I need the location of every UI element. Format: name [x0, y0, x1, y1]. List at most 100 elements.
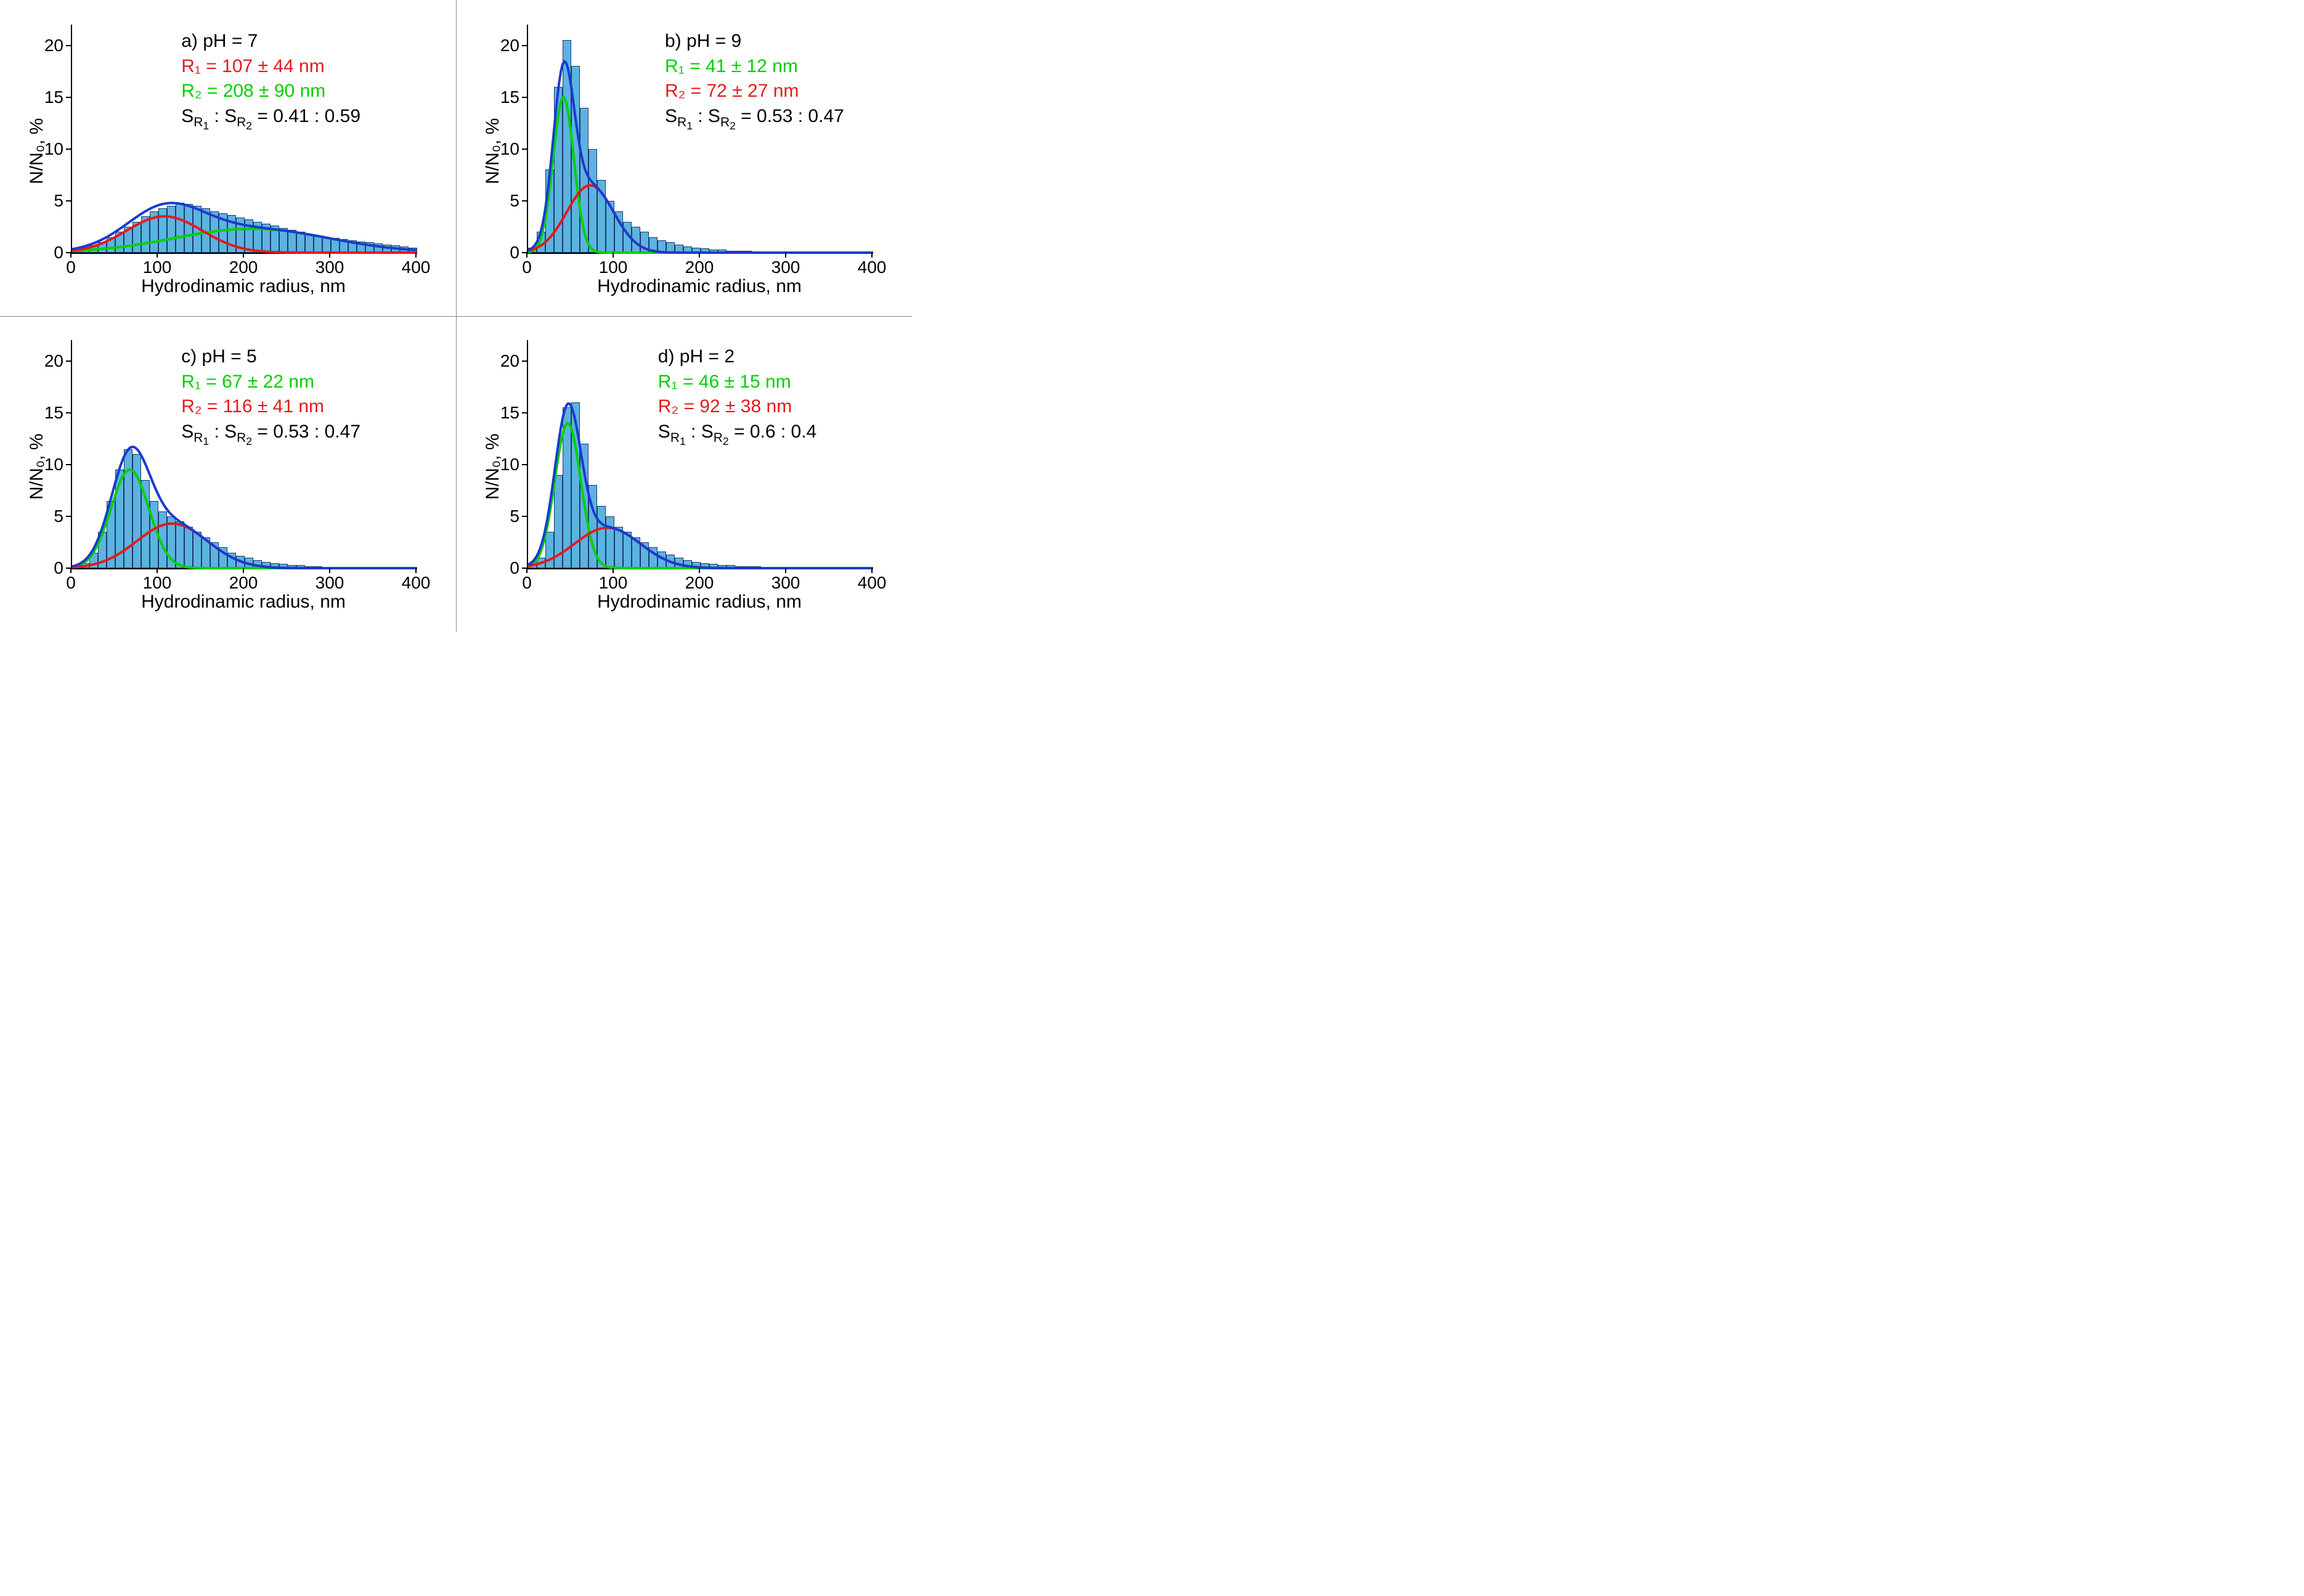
x-tick-label: 200	[681, 258, 718, 277]
y-tick	[66, 412, 71, 413]
anno-r1: R₁ = 107 ± 44 nm	[181, 56, 325, 77]
histogram-bar	[158, 511, 167, 569]
histogram-bar	[124, 449, 132, 568]
histogram-bar	[115, 470, 124, 568]
histogram-bar	[588, 149, 597, 253]
y-axis-title: N/N₀, %	[26, 434, 47, 500]
histogram-bar	[718, 250, 727, 253]
histogram-bar	[322, 237, 331, 253]
histogram-bar	[201, 208, 210, 253]
histogram-bar	[632, 227, 640, 253]
y-tick	[522, 97, 527, 98]
y-tick	[522, 412, 527, 413]
histogram-bar	[761, 567, 770, 568]
x-tick	[415, 568, 417, 573]
x-tick-label: 0	[52, 258, 89, 277]
histogram-bar	[201, 537, 210, 568]
histogram-bar	[245, 219, 253, 253]
histogram-bar	[563, 40, 571, 253]
histogram-bar	[649, 237, 657, 253]
histogram-bar	[279, 228, 288, 253]
figure-root: 051015200100200300400N/N₀, %Hydrodinamic…	[0, 0, 912, 632]
histogram-bar	[365, 242, 374, 253]
x-tick-label: 400	[853, 258, 890, 277]
histogram-bar	[158, 208, 167, 253]
panel-d: 051015200100200300400N/N₀, %Hydrodinamic…	[456, 316, 912, 631]
x-tick-label: 100	[595, 573, 632, 593]
y-axis-title: N/N₀, %	[26, 118, 47, 184]
anno-ratio: SR1 : SR2 = 0.53 : 0.47	[181, 421, 360, 448]
panel-c: 051015200100200300400N/N₀, %Hydrodinamic…	[0, 316, 456, 631]
x-axis-title: Hydrodinamic radius, nm	[71, 276, 416, 297]
histogram-bar	[770, 251, 778, 253]
histogram-bar	[236, 218, 245, 253]
anno-r1: R₁ = 46 ± 15 nm	[658, 372, 791, 393]
histogram-bar	[227, 215, 236, 253]
y-tick	[522, 464, 527, 465]
y-tick	[522, 516, 527, 517]
y-tick-label: 5	[490, 191, 519, 211]
histogram-bar	[98, 242, 107, 253]
y-tick-label: 15	[34, 403, 63, 423]
panel-title: b) pH = 9	[665, 31, 741, 52]
histogram-bar	[597, 506, 606, 568]
histogram-bar	[623, 532, 632, 568]
histogram-bar	[107, 237, 115, 253]
histogram-bar	[563, 407, 571, 568]
histogram-bar	[374, 243, 383, 253]
panel-title: a) pH = 7	[181, 31, 258, 52]
x-tick-label: 0	[508, 573, 545, 593]
histogram-bar	[744, 251, 752, 253]
x-tick	[526, 253, 527, 258]
histogram-bar	[545, 169, 554, 253]
x-axis-title: Hydrodinamic radius, nm	[71, 592, 416, 613]
x-tick	[243, 568, 244, 573]
histogram-bar	[150, 501, 158, 568]
anno-r1: R₁ = 41 ± 12 nm	[665, 56, 798, 77]
y-tick-label: 5	[34, 507, 63, 526]
y-tick	[522, 149, 527, 150]
histogram-bar	[296, 232, 305, 253]
histogram-bar	[210, 542, 219, 568]
histogram-bar	[701, 248, 709, 253]
histogram-bar	[692, 248, 701, 253]
anno-r2: R₂ = 208 ± 90 nm	[181, 81, 325, 102]
histogram-bar	[167, 206, 176, 253]
histogram-bar	[167, 516, 176, 568]
y-tick-label: 5	[490, 507, 519, 526]
histogram-bar	[89, 245, 98, 253]
y-tick-label: 15	[490, 403, 519, 423]
histogram-bar	[640, 542, 649, 568]
x-tick	[699, 568, 700, 573]
x-tick	[613, 568, 614, 573]
histogram-bar	[314, 566, 322, 568]
panel-title: d) pH = 2	[658, 346, 735, 367]
histogram-bar	[262, 224, 271, 253]
histogram-bar	[787, 567, 796, 568]
y-tick-label: 20	[34, 351, 63, 371]
histogram-bar	[81, 563, 89, 568]
histogram-bar	[98, 532, 107, 568]
histogram-bar	[770, 567, 778, 568]
histogram-bar	[314, 236, 322, 253]
x-tick	[871, 568, 873, 573]
x-tick	[699, 253, 700, 258]
x-tick	[871, 253, 873, 258]
histogram-bar	[666, 242, 675, 253]
histogram-bar	[649, 547, 657, 568]
histogram-bar	[727, 251, 735, 253]
x-tick-label: 300	[767, 258, 804, 277]
histogram-bar	[571, 66, 580, 253]
x-tick	[70, 253, 71, 258]
histogram-bar	[348, 240, 357, 253]
histogram-bar	[253, 222, 262, 253]
histogram-bar	[571, 402, 580, 568]
histogram-bar	[340, 567, 348, 568]
x-tick-label: 400	[397, 258, 434, 277]
x-tick	[243, 253, 244, 258]
y-tick	[522, 45, 527, 46]
histogram-bar	[554, 87, 563, 253]
x-tick-label: 0	[52, 573, 89, 593]
histogram-bar	[761, 251, 770, 253]
x-axis-title: Hydrodinamic radius, nm	[527, 592, 872, 613]
